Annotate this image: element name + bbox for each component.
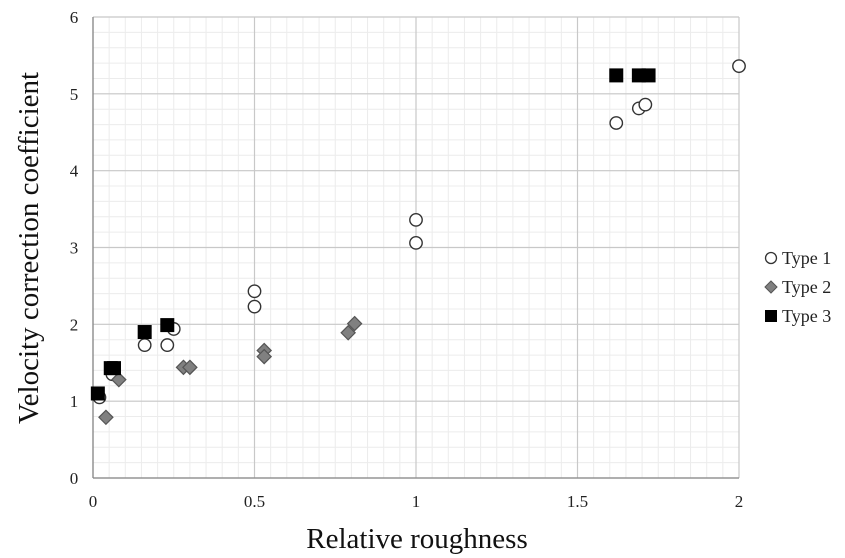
plot-axes <box>92 17 739 479</box>
point-type-1 <box>160 338 175 352</box>
point-type-3 <box>609 68 624 83</box>
x-tick-label: 1 <box>412 492 421 511</box>
legend-item: Type 3 <box>765 306 831 326</box>
x-tick-label: 2 <box>735 492 744 511</box>
y-tick-label: 1 <box>70 392 79 411</box>
x-tick-label: 1.5 <box>567 492 588 511</box>
point-type-3 <box>137 325 152 340</box>
y-axis-title: Velocity correction coefficient <box>13 72 45 424</box>
point-type-1 <box>247 284 262 299</box>
legend-item: Type 2 <box>764 277 831 297</box>
tick-labels: 0 0.5 1 1.5 2 0 1 2 3 4 5 6 <box>70 8 744 511</box>
x-tick-label: 0 <box>89 492 98 511</box>
y-tick-label: 3 <box>70 239 79 258</box>
point-type-2 <box>110 371 127 388</box>
point-type-1 <box>609 116 624 130</box>
point-type-1 <box>409 212 423 227</box>
legend-item: Type 1 <box>764 248 831 268</box>
legend-label: Type 2 <box>782 277 831 297</box>
x-tick-label: 0.5 <box>244 492 265 511</box>
y-tick-label: 0 <box>70 469 79 488</box>
legend-marker-circle <box>764 251 778 265</box>
legend-label: Type 3 <box>782 306 831 326</box>
point-type-3 <box>641 68 656 83</box>
y-tick-label: 2 <box>70 315 79 334</box>
x-axis-title: Relative roughness <box>306 523 527 555</box>
legend-marker-square <box>765 310 777 322</box>
point-type-1 <box>409 235 423 250</box>
point-type-1 <box>638 97 653 112</box>
point-type-2 <box>346 315 363 332</box>
point-type-1 <box>247 299 262 314</box>
legend-label: Type 1 <box>782 248 831 268</box>
y-tick-label: 5 <box>70 85 79 104</box>
point-type-3 <box>160 318 175 333</box>
legend: Type 1 Type 2 Type 3 <box>764 248 831 326</box>
point-type-2 <box>98 409 114 426</box>
point-type-3 <box>106 361 121 376</box>
data-points <box>90 59 746 426</box>
point-type-2 <box>182 359 198 376</box>
point-type-2 <box>256 348 273 365</box>
y-tick-label: 6 <box>70 8 79 27</box>
point-type-1 <box>137 338 152 352</box>
legend-marker-diamond <box>764 280 778 294</box>
point-type-2 <box>340 324 357 341</box>
point-type-1 <box>732 59 746 74</box>
y-tick-label: 4 <box>70 162 79 181</box>
point-type-3 <box>90 386 105 401</box>
